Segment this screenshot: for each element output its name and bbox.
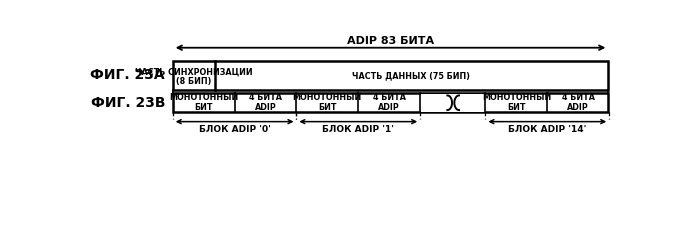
Text: БЛОК ADIP '0': БЛОК ADIP '0' — [199, 125, 270, 134]
Text: 4 БИТА
ADIP: 4 БИТА ADIP — [372, 93, 406, 112]
Text: (8 БИП): (8 БИП) — [176, 77, 211, 86]
Text: ФИГ. 23В: ФИГ. 23В — [90, 96, 165, 110]
Text: 4 БИТА
ADIP: 4 БИТА ADIP — [561, 93, 595, 112]
Text: БЛОК ADIP '1': БЛОК ADIP '1' — [322, 125, 394, 134]
Text: 4 БИТА
ADIP: 4 БИТА ADIP — [249, 93, 282, 112]
Text: МОНОТОННЫЙ
БИТ: МОНОТОННЫЙ БИТ — [169, 93, 238, 112]
Text: БЛОК ADIP '14': БЛОК ADIP '14' — [508, 125, 587, 134]
Text: МОНОТОННЫЙ
БИТ: МОНОТОННЫЙ БИТ — [482, 93, 551, 112]
Text: ЧАСТЬ ДАННЫХ (75 БИП): ЧАСТЬ ДАННЫХ (75 БИП) — [352, 71, 470, 80]
Bar — [173, 93, 608, 112]
Bar — [421, 94, 484, 112]
Text: МОНОТОННЫЙ
БИТ: МОНОТОННЫЙ БИТ — [293, 93, 362, 112]
Text: ADIP 83 БИТА: ADIP 83 БИТА — [347, 36, 434, 46]
Bar — [173, 61, 608, 90]
Text: ФИГ. 23А: ФИГ. 23А — [90, 68, 165, 82]
Text: ЧАСТЬ СИНХРОНИЗАЦИИ: ЧАСТЬ СИНХРОНИЗАЦИИ — [135, 68, 253, 76]
